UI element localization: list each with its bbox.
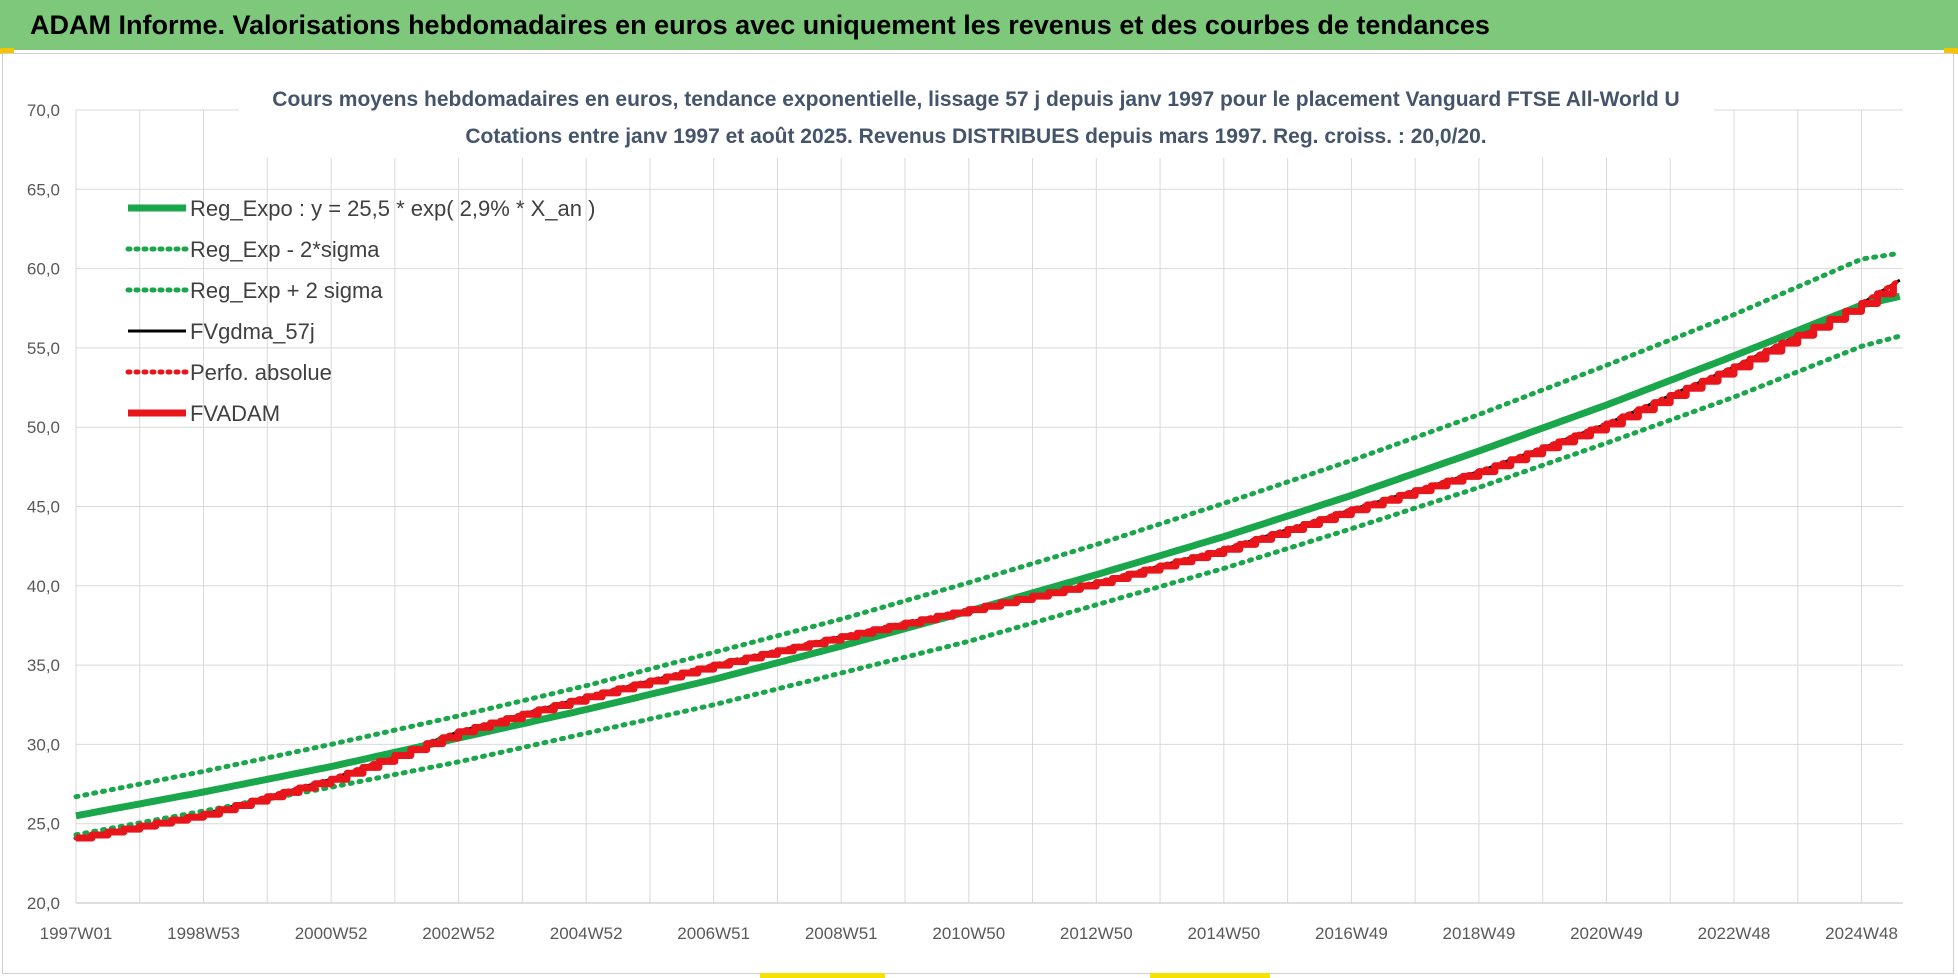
legend-label: FVADAM	[190, 401, 280, 426]
y-tick-label: 70,0	[27, 101, 60, 120]
legend-label: Reg_Exp + 2 sigma	[190, 278, 383, 303]
y-tick-label: 60,0	[27, 260, 60, 279]
chart-title-line1: Cours moyens hebdomadaires en euros, ten…	[272, 88, 1679, 111]
series	[73, 250, 1903, 842]
banner-corner-left	[0, 48, 14, 54]
x-tick-label: 2008W51	[805, 924, 878, 943]
y-tick-label: 45,0	[27, 498, 60, 517]
legend-label: FVgdma_57j	[190, 319, 315, 344]
y-tick-label: 40,0	[27, 577, 60, 596]
x-tick-label: 2010W50	[932, 924, 1005, 943]
series-line-5	[73, 277, 1903, 841]
y-tick-label: 35,0	[27, 656, 60, 675]
axes: 20,0 25,0 30,0 35,0 40,0 45,0 50,0 55,0 60,0 65,0…	[27, 101, 1903, 943]
legend: Reg_Expo : y = 25,5 * exp( 2,9% * X_an )…	[125, 196, 595, 426]
x-tick-label: 1998W53	[167, 924, 240, 943]
series-line-2	[73, 333, 1903, 838]
bottom-accent-right	[1150, 973, 1270, 978]
x-tick-label: 1997W01	[40, 924, 113, 943]
series-line-3	[73, 250, 1903, 800]
y-tick-label: 65,0	[27, 180, 60, 199]
legend-label: Reg_Expo : y = 25,5 * exp( 2,9% * X_an )	[190, 196, 595, 221]
chart-title-background	[239, 86, 1714, 158]
x-tick-label: 2024W48	[1825, 924, 1898, 943]
x-tick-label: 2014W50	[1187, 924, 1260, 943]
x-tick-label: 2012W50	[1060, 924, 1133, 943]
series-line-4	[75, 278, 1901, 840]
x-tick-label: 2004W52	[550, 924, 623, 943]
gridlines	[75, 109, 1903, 904]
page-title-banner: ADAM Informe. Valorisations hebdomadaire…	[0, 0, 1958, 50]
legend-label: Reg_Exp - 2*sigma	[190, 237, 380, 262]
y-tick-label: 50,0	[27, 418, 60, 437]
x-tick-label: 2020W49	[1570, 924, 1643, 943]
x-tick-label: 2000W52	[295, 924, 368, 943]
y-tick-label: 55,0	[27, 339, 60, 358]
legend-label: Perfo. absolue	[190, 360, 332, 385]
banner-corner-right	[1944, 48, 1958, 54]
x-tick-label: 2016W49	[1315, 924, 1388, 943]
chart-title-line2: Cotations entre janv 1997 et août 2025. …	[465, 125, 1486, 148]
bottom-accent-left	[760, 973, 885, 978]
x-tick-label: 2002W52	[422, 924, 495, 943]
y-tick-label: 30,0	[27, 735, 60, 754]
y-tick-label: 20,0	[27, 894, 60, 913]
x-tick-label: 2018W49	[1443, 924, 1516, 943]
page-title: ADAM Informe. Valorisations hebdomadaire…	[30, 10, 1490, 40]
x-tick-label: 2022W48	[1698, 924, 1771, 943]
x-tick-label: 2006W51	[677, 924, 750, 943]
series-line-6	[76, 284, 1897, 842]
chart-frame	[2, 53, 1954, 974]
y-tick-label: 25,0	[27, 815, 60, 834]
